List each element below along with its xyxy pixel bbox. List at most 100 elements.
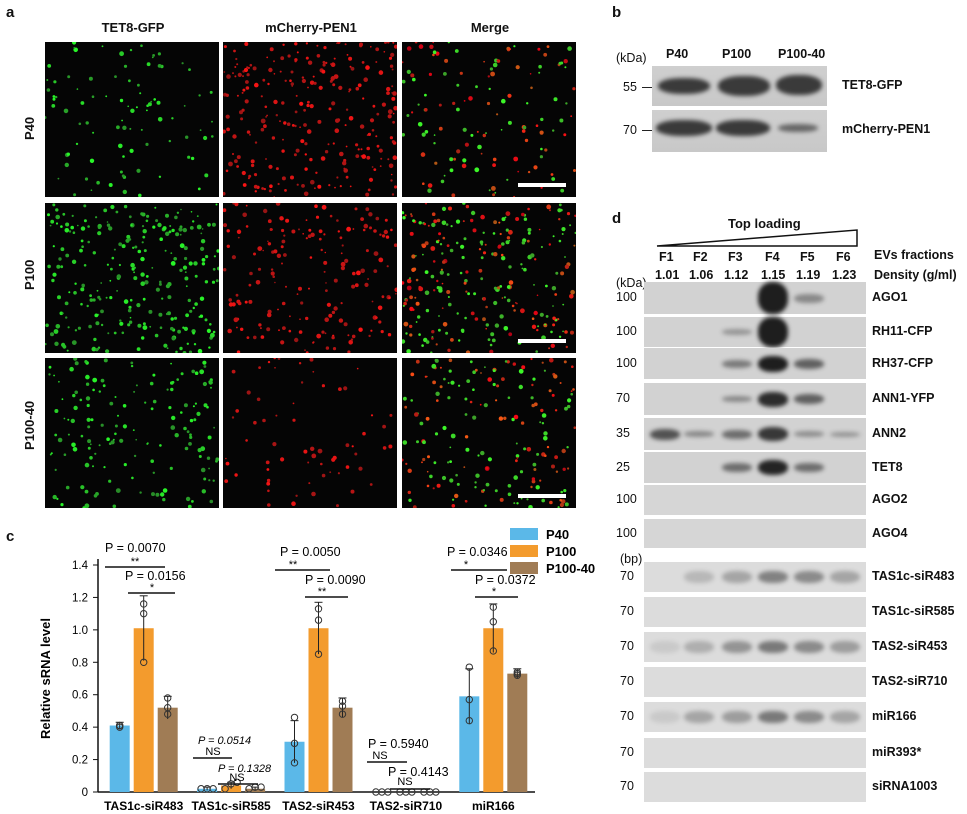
x-tick-label: TAS1c-siR585 — [192, 799, 271, 813]
legend-label-p100: P100 — [546, 544, 576, 559]
significance-mark: ** — [318, 586, 327, 598]
marker-35-kda: 35 — [616, 426, 630, 440]
bar-p100-40 — [507, 673, 528, 792]
data-point — [432, 788, 440, 796]
panel-label-a: a — [6, 4, 15, 21]
blot-label-rh37-cfp: RH37-CFP — [872, 355, 934, 370]
p-value-annotation: P = 0.0514 — [198, 735, 251, 747]
rna-label-tas2-sir710: TAS2-siR710 — [872, 674, 948, 688]
blot-label-ann1-yfp: ANN1-YFP — [872, 391, 935, 405]
y-tick-label: 0.2 — [72, 755, 88, 767]
marker-70-bp: 70 — [620, 745, 634, 759]
fraction-label-f6: F6 — [836, 250, 851, 264]
marker-70-bp: 70 — [620, 779, 634, 793]
density-gradient-wedge — [656, 229, 858, 247]
scale-bar — [518, 494, 566, 498]
density-label-f3: 1.12 — [724, 268, 749, 282]
data-point — [221, 785, 229, 793]
marker-tick-70 — [642, 130, 652, 131]
legend-label-p100-40: P100-40 — [546, 561, 595, 576]
x-tick-label: TAS2-siR710 — [370, 799, 443, 813]
blot-row-ann2 — [644, 418, 866, 450]
fraction-label-f2: F2 — [693, 250, 708, 264]
col-header-mcherry-pen1: mCherry-PEN1 — [265, 20, 357, 35]
rna-blot-row-sirna1003 — [644, 772, 866, 802]
data-point — [314, 650, 323, 658]
rna-label-tas2-sir453: TAS2-siR453 — [872, 639, 948, 653]
data-point — [164, 694, 172, 702]
data-point — [140, 609, 148, 618]
y-tick-label: 0.6 — [72, 690, 88, 702]
significance-mark: ** — [289, 559, 298, 571]
marker-100-kda: 100 — [616, 290, 637, 304]
significance-mark: * — [150, 582, 155, 594]
data-point — [314, 616, 323, 624]
marker-100-kda: 100 — [616, 355, 637, 370]
micrograph-p100-40-mcherry — [223, 358, 397, 508]
legend-label-p40: P40 — [546, 527, 569, 542]
rna-blot-row-tas1c-sir483 — [644, 562, 866, 592]
micrograph-p40-gfp — [45, 42, 219, 197]
micrograph-p40-mcherry — [223, 42, 397, 197]
blot-label-ago2: AGO2 — [872, 492, 908, 506]
marker-70-bp: 70 — [620, 569, 634, 583]
panel-label-b: b — [612, 4, 622, 21]
blot-label-ann2: ANN2 — [872, 426, 907, 440]
marker-70-bp: 70 — [620, 604, 634, 618]
y-tick-label: 1.4 — [72, 560, 89, 572]
data-point — [290, 739, 299, 748]
micrograph-p100-gfp — [45, 203, 219, 353]
p-value-annotation: P = 0.0346 — [447, 545, 508, 559]
marker-70-kda: 70 — [616, 391, 630, 405]
density-axis-label: Density (g/ml) — [874, 268, 957, 282]
significance-mark: ** — [131, 556, 140, 568]
col-header-tet8-gfp: TET8-GFP — [101, 20, 165, 35]
kda-unit-label-d: (kDa) — [616, 276, 647, 290]
legend-swatch-p100-40 — [510, 562, 538, 574]
row-label-p40: P40 — [22, 116, 37, 140]
rna-label-mir166: miR166 — [872, 709, 917, 723]
data-point — [164, 703, 172, 712]
data-point — [465, 716, 473, 725]
data-point — [257, 783, 265, 791]
p-value-annotation: P = 0.0090 — [305, 573, 366, 587]
marker-100-kda: 100 — [616, 525, 637, 540]
data-point — [290, 759, 299, 767]
bar-p100 — [133, 628, 154, 792]
data-point — [140, 658, 148, 666]
kda-unit-label: (kDa) — [616, 51, 647, 65]
bar-p40 — [284, 741, 305, 792]
y-tick-label: 1.2 — [72, 592, 88, 604]
lane-label-p100: P100 — [722, 47, 752, 61]
data-point — [465, 663, 473, 671]
rna-blot-row-tas2-sir453 — [644, 632, 866, 662]
rna-blot-row-tas1c-sir585 — [644, 597, 866, 627]
y-axis-label: Relative sRNA level — [38, 618, 53, 739]
panel-label-d: d — [612, 210, 622, 227]
marker-100-kda: 100 — [616, 324, 637, 338]
bar-p40 — [459, 696, 480, 792]
micrograph-p100-40-merge — [402, 358, 576, 508]
fraction-label-f3: F3 — [728, 250, 743, 264]
data-point — [233, 778, 241, 786]
significance-mark: NS — [397, 776, 412, 788]
marker-70-bp: 70 — [620, 639, 634, 653]
blot-label-tet8: TET8 — [872, 459, 903, 474]
fraction-label-f4: F4 — [765, 250, 780, 264]
data-point — [489, 603, 497, 611]
micrograph-p40-merge — [402, 42, 576, 197]
row-label-p100: P100 — [22, 259, 37, 290]
significance-mark: * — [492, 586, 497, 598]
data-point — [140, 600, 148, 608]
x-tick-label: TAS1c-siR483 — [104, 799, 183, 813]
significance-mark: * — [464, 559, 469, 571]
blot-row-ago1 — [644, 282, 866, 314]
legend-swatch-p40 — [510, 528, 538, 540]
band-label-mcherry-pen1: mCherry-PEN1 — [842, 122, 931, 136]
data-point — [209, 785, 217, 793]
density-label-f6: 1.23 — [832, 268, 857, 282]
lane-label-p40: P40 — [666, 47, 689, 61]
bar-p100-40 — [157, 707, 178, 792]
p-value-annotation: P = 0.0372 — [475, 573, 536, 587]
p-value-annotation: P = 0.4143 — [388, 765, 449, 779]
